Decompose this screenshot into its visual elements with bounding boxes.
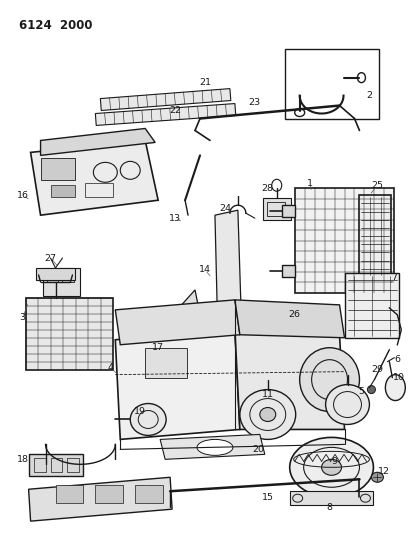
Polygon shape: [235, 330, 344, 430]
Bar: [145, 348, 187, 377]
Ellipse shape: [368, 385, 375, 393]
Polygon shape: [100, 88, 231, 110]
Polygon shape: [115, 300, 240, 345]
Text: 26: 26: [289, 310, 301, 319]
Bar: [267, 202, 285, 216]
Bar: [282, 265, 295, 277]
Bar: [285, 49, 379, 118]
Ellipse shape: [326, 385, 369, 424]
Bar: [95, 485, 123, 503]
Bar: [55, 485, 83, 503]
Ellipse shape: [322, 459, 341, 475]
Text: 6124  2000: 6124 2000: [19, 19, 92, 32]
Text: 28: 28: [262, 184, 274, 193]
Ellipse shape: [371, 472, 384, 482]
Polygon shape: [215, 210, 242, 340]
Ellipse shape: [290, 438, 373, 497]
Bar: [62, 272, 74, 282]
Text: 19: 19: [134, 407, 146, 416]
Bar: [51, 458, 62, 472]
Text: 18: 18: [17, 455, 29, 464]
Polygon shape: [115, 330, 240, 439]
Text: 3: 3: [20, 313, 26, 322]
Text: 27: 27: [44, 254, 57, 263]
Bar: [47, 272, 58, 282]
Text: 8: 8: [326, 503, 333, 512]
Text: 10: 10: [393, 373, 405, 382]
Text: 12: 12: [378, 467, 390, 476]
Text: 22: 22: [169, 106, 181, 115]
Ellipse shape: [240, 390, 296, 439]
Text: 2: 2: [366, 91, 373, 100]
Text: 29: 29: [371, 365, 384, 374]
Bar: [290, 491, 373, 505]
Text: 15: 15: [262, 492, 274, 502]
Bar: [29, 454, 83, 477]
Text: 17: 17: [152, 343, 164, 352]
Text: 7: 7: [391, 273, 397, 282]
Text: 14: 14: [199, 265, 211, 274]
Bar: [85, 183, 113, 197]
Bar: [344, 273, 399, 338]
Ellipse shape: [260, 408, 276, 422]
Bar: [263, 198, 291, 220]
Bar: [293, 323, 307, 333]
Text: 21: 21: [199, 78, 211, 87]
Text: 24: 24: [219, 204, 231, 213]
Ellipse shape: [386, 375, 405, 400]
Bar: [359, 195, 391, 277]
Bar: [282, 205, 295, 217]
Text: 13: 13: [169, 214, 181, 223]
Text: 11: 11: [262, 390, 274, 399]
Bar: [295, 188, 395, 293]
Polygon shape: [168, 290, 205, 372]
Text: 5: 5: [359, 387, 364, 396]
Text: 6: 6: [395, 355, 400, 364]
Polygon shape: [31, 140, 158, 215]
Polygon shape: [95, 103, 236, 125]
Text: 9: 9: [332, 457, 337, 466]
Text: 1: 1: [307, 179, 313, 188]
Polygon shape: [29, 477, 172, 521]
Bar: [26, 298, 113, 370]
Bar: [51, 185, 75, 197]
Ellipse shape: [130, 403, 166, 435]
Text: 16: 16: [17, 191, 29, 200]
Bar: [33, 458, 46, 472]
Bar: [310, 323, 324, 333]
Bar: [42, 268, 80, 296]
Text: 20: 20: [252, 445, 264, 454]
Ellipse shape: [197, 439, 233, 455]
Polygon shape: [235, 300, 344, 338]
Polygon shape: [160, 434, 265, 459]
Text: 23: 23: [249, 98, 261, 107]
Text: 4: 4: [107, 363, 113, 372]
Bar: [135, 485, 163, 503]
Ellipse shape: [299, 348, 359, 411]
Polygon shape: [40, 128, 155, 156]
Bar: [67, 458, 80, 472]
Bar: [35, 268, 75, 280]
Text: 25: 25: [371, 181, 384, 190]
Bar: [40, 158, 75, 180]
Bar: [290, 320, 328, 338]
